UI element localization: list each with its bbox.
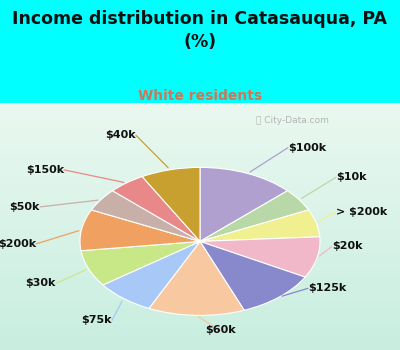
Text: $60k: $60k	[205, 325, 235, 335]
Wedge shape	[200, 167, 288, 241]
Wedge shape	[142, 167, 200, 241]
Wedge shape	[81, 241, 200, 285]
Text: $150k: $150k	[26, 165, 64, 175]
Text: $200k: $200k	[0, 239, 36, 249]
Text: $100k: $100k	[288, 143, 326, 153]
Text: $40k: $40k	[105, 130, 136, 140]
Text: ⓘ City-Data.com: ⓘ City-Data.com	[256, 116, 328, 125]
Wedge shape	[200, 191, 308, 241]
Text: $10k: $10k	[336, 172, 366, 182]
Text: $50k: $50k	[10, 202, 40, 212]
Text: $20k: $20k	[332, 241, 362, 251]
Text: White residents: White residents	[138, 89, 262, 103]
Wedge shape	[200, 237, 320, 277]
Text: $125k: $125k	[308, 283, 346, 293]
Wedge shape	[200, 210, 320, 242]
Text: $30k: $30k	[26, 278, 56, 288]
Wedge shape	[103, 241, 200, 308]
Wedge shape	[112, 176, 200, 242]
Text: > $200k: > $200k	[336, 207, 387, 217]
Wedge shape	[200, 241, 305, 310]
Wedge shape	[149, 241, 244, 315]
Text: Income distribution in Catasauqua, PA
(%): Income distribution in Catasauqua, PA (%…	[12, 10, 388, 51]
Wedge shape	[80, 210, 200, 251]
Wedge shape	[92, 191, 200, 241]
Text: $75k: $75k	[82, 315, 112, 326]
